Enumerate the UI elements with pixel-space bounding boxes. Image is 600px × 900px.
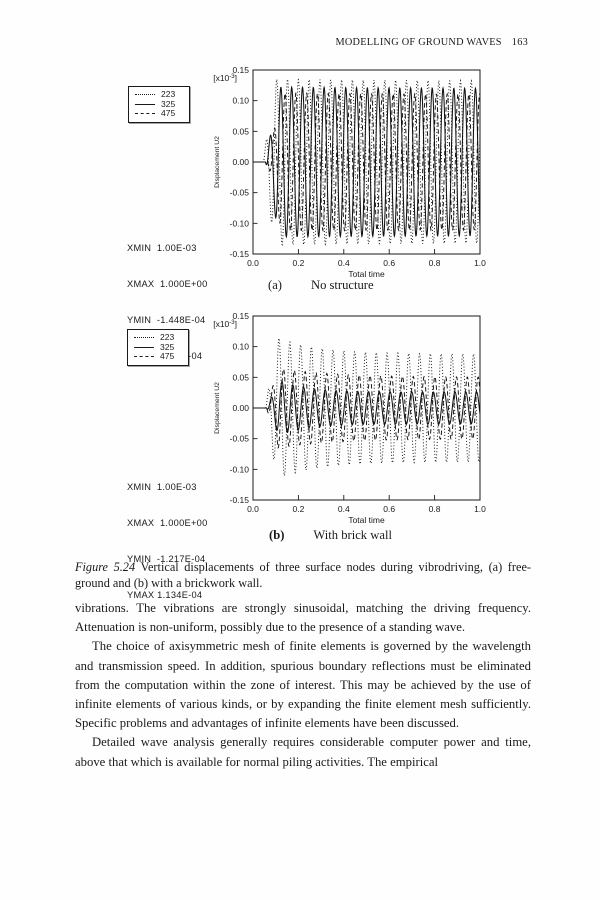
legend-label: 475 (161, 108, 176, 119)
stat-line: XMAX 1.000E+00 (127, 279, 208, 289)
legend-label: 475 (160, 351, 175, 362)
legend-label: 325 (161, 98, 176, 109)
page-number: 163 (511, 37, 528, 48)
chart-b-subcaption: (b) With brick wall (269, 528, 392, 543)
svg-text:0.2: 0.2 (292, 258, 304, 268)
figure-caption-label: Figure 5.24 (75, 560, 136, 574)
svg-text:0.0: 0.0 (247, 258, 259, 268)
paragraph: vibrations. The vibrations are strongly … (75, 601, 531, 635)
chart-b-with-brick-wall: 0.15 0.10 0.05 0.00 -0.05 -0.10 -0.150.0 0.2 0.4… (213, 311, 486, 525)
stat-line: YMIN -1.217E-04 (127, 554, 206, 564)
svg-text:0.0: 0.0 (247, 504, 259, 514)
dotted-line-sample (135, 94, 155, 96)
svg-text:-0.10: -0.10 (230, 218, 250, 228)
svg-text:[x10-3]: [x10-3] (213, 73, 237, 83)
svg-text:0.15: 0.15 (232, 311, 249, 321)
svg-text:0.4: 0.4 (338, 258, 350, 268)
svg-text:Total time: Total time (348, 515, 385, 525)
solid-line-sample (134, 346, 154, 348)
subcaption-label: (a) (268, 278, 282, 292)
svg-text:Total time: Total time (348, 269, 385, 279)
svg-text:1.0: 1.0 (474, 504, 486, 514)
dashed-line-sample (134, 356, 154, 358)
chart-a-no-structure: 0.15 0.10 0.05 0.00 -0.05 -0.10 -0.150.0 0.2 0.4… (213, 65, 486, 279)
svg-text:0.15: 0.15 (232, 65, 249, 75)
legend-item: 325 (135, 98, 185, 110)
body-text: vibrations. The vibrations are strongly … (75, 599, 531, 772)
figure-caption-text: Vertical displacements of three surface … (75, 560, 531, 590)
svg-text:0.4: 0.4 (338, 504, 350, 514)
legend-item: 223 (134, 333, 184, 343)
svg-text:Displacement U2: Displacement U2 (214, 382, 221, 434)
svg-text:0.05: 0.05 (232, 372, 249, 382)
dashed-line-sample (135, 113, 155, 115)
legend-label: 223 (161, 89, 176, 100)
svg-text:0.8: 0.8 (429, 258, 441, 268)
paragraph: Detailed wave analysis generally require… (75, 735, 531, 769)
legend-item: 325 (134, 341, 184, 353)
svg-text:-0.15: -0.15 (230, 495, 250, 505)
paragraph: The choice of axisymmetric mesh of finit… (75, 639, 531, 731)
svg-text:Displacement U2: Displacement U2 (214, 136, 221, 188)
stat-line: YMAX 1.134E-04 (127, 590, 203, 600)
subcaption-text: With brick wall (313, 528, 392, 542)
chart-a-legend: 223 325 475 (128, 86, 190, 123)
svg-text:0.10: 0.10 (232, 96, 249, 106)
svg-text:[x10-3]: [x10-3] (213, 319, 237, 329)
svg-text:0.6: 0.6 (383, 258, 395, 268)
stat-line: XMIN 1.00E-03 (127, 482, 197, 492)
svg-text:-0.15: -0.15 (230, 249, 250, 259)
svg-text:0.00: 0.00 (232, 157, 249, 167)
running-head-title: MODELLING OF GROUND WAVES (335, 37, 502, 48)
chart-a-subcaption: (a) No structure (268, 278, 374, 293)
subcaption-label: (b) (269, 528, 285, 542)
legend-item: 475 (134, 352, 184, 362)
svg-text:0.8: 0.8 (429, 504, 441, 514)
stat-line: XMIN 1.00E-03 (127, 243, 197, 253)
legend-label: 223 (160, 332, 175, 343)
legend-label: 325 (160, 341, 175, 352)
figure-caption: Figure 5.24 Vertical displacements of th… (75, 560, 531, 592)
chart-b-legend: 223 325 475 (127, 329, 189, 366)
stat-line: XMAX 1.000E+00 (127, 518, 208, 528)
svg-text:0.10: 0.10 (232, 342, 249, 352)
chart-b-axis-stats: XMIN 1.00E-03 XMAX 1.000E+00 YMIN -1.217… (127, 457, 208, 625)
svg-text:0.00: 0.00 (232, 403, 249, 413)
svg-text:-0.05: -0.05 (230, 434, 250, 444)
svg-text:0.05: 0.05 (232, 126, 249, 136)
legend-item: 475 (135, 109, 185, 119)
solid-line-sample (135, 103, 155, 105)
svg-text:1.0: 1.0 (474, 258, 486, 268)
svg-text:-0.10: -0.10 (230, 464, 250, 474)
dotted-line-sample (134, 337, 154, 339)
svg-text:-0.05: -0.05 (230, 188, 250, 198)
stat-line: YMIN -1.448E-04 (127, 315, 206, 325)
subcaption-text: No structure (310, 278, 374, 292)
running-head: MODELLING OF GROUND WAVES 163 (335, 37, 528, 48)
svg-text:0.2: 0.2 (292, 504, 304, 514)
svg-text:0.6: 0.6 (383, 504, 395, 514)
legend-item: 223 (135, 90, 185, 100)
